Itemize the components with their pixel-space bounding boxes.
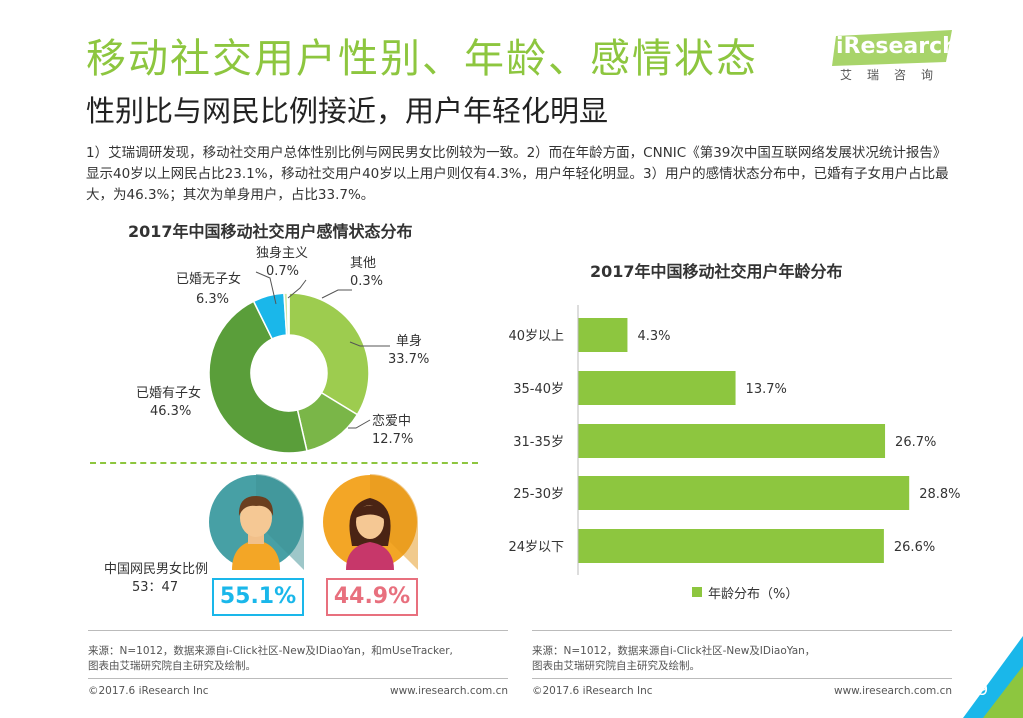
bar-category-label: 31-35岁 [513,435,564,450]
pie-value-yihunwuzinv: 6.3% [196,292,230,307]
footer-divider-left [88,630,508,631]
source-note-left: 来源：N=1012，数据来源自i-Click社区-New及IDiaoYan，和m… [88,645,453,672]
source-note-right: 来源：N=1012，数据来源自i-Click社区-New及IDiaoYan， 图… [532,645,816,672]
website-link-right[interactable]: www.iresearch.com.cn [834,685,953,697]
male-avatar-icon [209,474,304,570]
legend-label: 年龄分布（%） [708,587,799,602]
pie-chart-title: 2017年中国移动社交用户感情状态分布 [128,222,413,241]
bar-category-label: 25-30岁 [513,487,564,502]
bar-category-label: 35-40岁 [513,382,564,397]
bar-value-label: 4.3% [637,329,670,344]
pie-label-qita: 其他 [350,256,377,271]
website-link-left[interactable]: www.iresearch.com.cn [390,685,509,697]
bar-chart-title: 2017年中国移动社交用户年龄分布 [590,262,843,281]
copyright-right: ©2017.6 iResearch Inc [532,685,653,697]
pie-leader-lines [255,271,390,429]
logo-cn: 艾瑞咨询 [840,68,949,82]
corner-decoration [963,636,1023,718]
pie-label-yihunyouzinv: 已婚有子女 [136,386,202,401]
male-percentage: 55.1% [212,578,304,616]
logo-banner [832,30,952,66]
logo-text: iResearch [836,34,958,59]
gender-ratio-value: 53：47 [132,580,179,595]
bar-value-label: 13.7% [746,382,787,397]
footer-divider-right [532,630,952,631]
bar-value-label: 26.7% [895,435,936,450]
bar-1 [578,371,736,405]
female-percentage: 44.9% [326,578,418,616]
page-subtitle: 性别比与网民比例接近，用户年轻化明显 [86,94,609,128]
bar-value-label: 26.6% [894,540,935,555]
bar-3 [578,476,910,510]
pie-value-yihunyouzinv: 46.3% [150,404,192,419]
page-number: 9 [978,680,989,699]
donut-chart [208,292,370,454]
bar-2 [578,424,886,458]
pie-value-dushen: 0.7% [266,264,300,279]
copyright-left: ©2017.6 iResearch Inc [88,685,209,697]
page-title: 移动社交用户性别、年龄、感情状态 [86,36,758,82]
gender-ratio-label: 中国网民男女比例 [104,562,209,577]
donut-slice-0 [288,292,370,416]
pie-label-lianaizhong: 恋爱中 [372,414,412,429]
pie-value-qita: 0.3% [350,274,384,289]
legend-swatch [692,587,702,597]
donut-slice-2 [208,300,308,454]
female-avatar-icon [323,474,418,570]
bar-category-label: 40岁以上 [508,329,564,344]
pie-label-danshen: 单身 [396,334,423,349]
age-bar-chart: 40岁以上 4.3% 35-40岁 13.7% 31-35岁 26.7% 25-30岁 28.… [508,305,961,575]
section-divider [90,462,478,464]
bar-0 [578,318,628,352]
bar-4 [578,529,884,563]
bar-value-label: 28.8% [919,487,960,502]
footer-line-right [532,678,952,679]
pie-value-danshen: 33.7% [388,352,430,367]
pie-label-yihunwuzinv: 已婚无子女 [176,272,242,287]
bar-category-label: 24岁以下 [508,540,564,555]
intro-text: 1）艾瑞调研发现，移动社交用户总体性别比例与网民男女比例较为一致。2）而在年龄方… [86,145,949,203]
pie-value-lianaizhong: 12.7% [372,432,414,447]
donut-slice-5 [286,292,290,336]
footer-line-left [88,678,508,679]
pie-label-dushen: 独身主义 [256,246,309,261]
